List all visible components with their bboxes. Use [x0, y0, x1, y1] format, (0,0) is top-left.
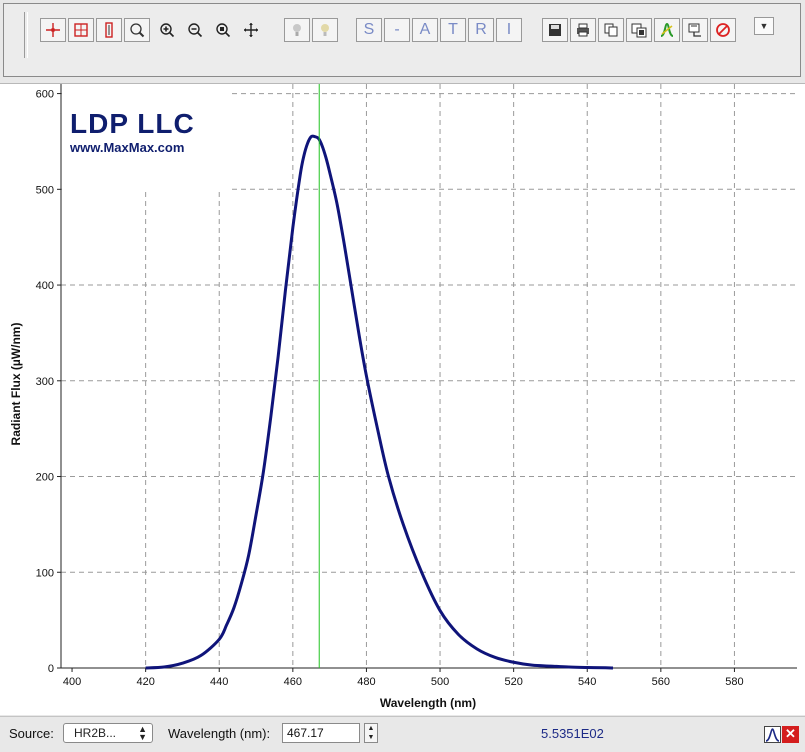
source-label: Source:: [9, 726, 54, 741]
mode-a-button[interactable]: A: [412, 18, 438, 42]
curve-icon[interactable]: [654, 18, 680, 42]
logo-url: www.MaxMax.com: [70, 140, 185, 155]
source-value: HR2B...: [74, 726, 117, 740]
zoom-out-icon[interactable]: [182, 18, 208, 42]
mode-button-group: S - A T R I: [356, 18, 522, 42]
x-axis-label: Wavelength (nm): [380, 696, 476, 710]
status-bar: Source: HR2B... ▲▼ Wavelength (nm): ▲▼ 5…: [0, 716, 805, 752]
x-tick-label: 480: [357, 676, 375, 688]
zoom-plain-group: [154, 18, 264, 42]
wavelength-spinner[interactable]: ▲ ▼: [364, 723, 378, 743]
bulb-icon[interactable]: [284, 18, 310, 42]
y-tick-label: 600: [36, 89, 54, 101]
spectrum-chart[interactable]: 400 420 440 460 480 500 520 540 560 580 0 100 200 300…: [0, 84, 805, 716]
value-readout: 5.5351E02: [541, 726, 604, 741]
y-tick-label: 0: [48, 663, 54, 675]
pan-icon[interactable]: [238, 18, 264, 42]
zoom-tool-group: [40, 18, 150, 42]
crosshair-icon[interactable]: [40, 18, 66, 42]
tick-layer: 400 420 440 460 480 500 520 540 560 580 0 100 200 300…: [36, 89, 744, 688]
y-tick-label: 500: [36, 184, 54, 196]
file-tool-group: [542, 18, 736, 42]
x-tick-label: 500: [431, 676, 449, 688]
delete-icon[interactable]: [710, 18, 736, 42]
x-tick-label: 540: [578, 676, 596, 688]
y-tick-label: 100: [36, 567, 54, 579]
spectrum-line: [145, 134, 614, 670]
y-axis-label: Radiant Flux (µW/nm): [9, 323, 23, 446]
axis-layer: [60, 84, 797, 669]
copy-all-icon[interactable]: [626, 18, 652, 42]
peak-icon[interactable]: [764, 726, 781, 743]
select-arrows-icon: ▲ ▼: [138, 724, 147, 742]
x-tick-label: 560: [652, 676, 670, 688]
y-tick-label: 200: [36, 472, 54, 484]
zoom-vertical-icon[interactable]: [96, 18, 122, 42]
wavelength-label: Wavelength (nm):: [168, 726, 271, 741]
zoom-fit-icon[interactable]: [124, 18, 150, 42]
zoom-box-icon[interactable]: [68, 18, 94, 42]
x-tick-label: 400: [63, 676, 81, 688]
mode-r-button[interactable]: R: [468, 18, 494, 42]
export-icon[interactable]: [682, 18, 708, 42]
zoom-reset-icon[interactable]: [210, 18, 236, 42]
toolbar-grip[interactable]: [24, 12, 28, 58]
grid-layer: [61, 84, 797, 668]
x-tick-label: 520: [504, 676, 522, 688]
y-tick-label: 300: [36, 376, 54, 388]
mode-i-button[interactable]: I: [496, 18, 522, 42]
mode-s-button[interactable]: S: [356, 18, 382, 42]
x-tick-label: 460: [284, 676, 302, 688]
source-select[interactable]: HR2B... ▲ ▼: [63, 723, 153, 743]
logo: LDP LLC www.MaxMax.com: [62, 84, 230, 190]
bulb-dim-icon[interactable]: [312, 18, 338, 42]
x-tick-label: 440: [210, 676, 228, 688]
mode-t-button[interactable]: T: [440, 18, 466, 42]
toolbar: S - A T R I ▼: [3, 3, 801, 77]
plot-panel: 400 420 440 460 480 500 520 540 560 580 0 100 200 300…: [0, 83, 805, 715]
toolbar-menu-chevron-down-icon[interactable]: ▼: [754, 17, 774, 35]
copy-icon[interactable]: [598, 18, 624, 42]
x-tick-label: 420: [136, 676, 154, 688]
save-icon[interactable]: [542, 18, 568, 42]
logo-title: LDP LLC: [70, 108, 195, 139]
close-icon[interactable]: ✕: [782, 726, 799, 743]
y-tick-label: 400: [36, 280, 54, 292]
x-tick-label: 580: [725, 676, 743, 688]
mode-dash-button[interactable]: -: [384, 18, 410, 42]
wavelength-input[interactable]: [282, 723, 360, 743]
bulb-group: [284, 18, 338, 42]
print-icon[interactable]: [570, 18, 596, 42]
zoom-in-icon[interactable]: [154, 18, 180, 42]
